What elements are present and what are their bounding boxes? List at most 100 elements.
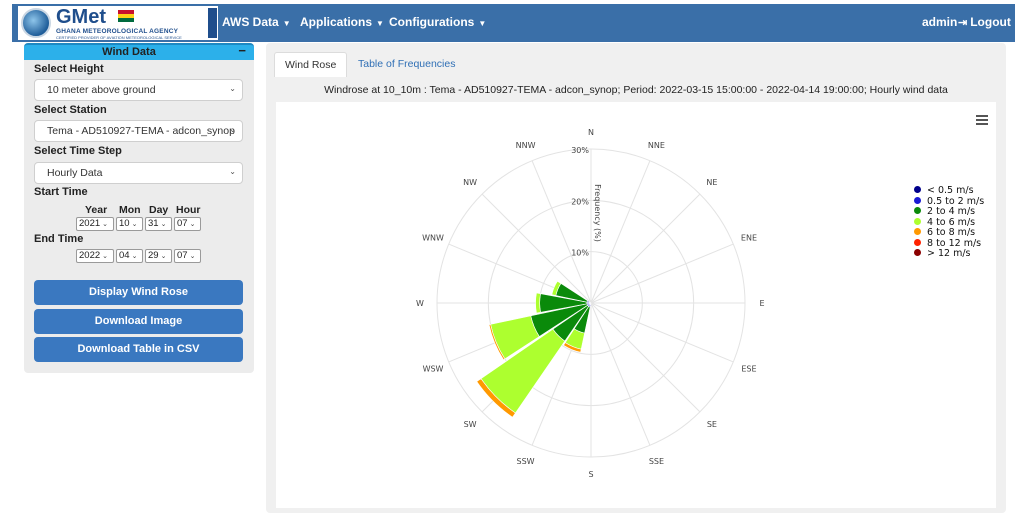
direction-label: SSW xyxy=(517,457,535,466)
grid-spoke xyxy=(531,160,592,304)
rose-bar-segment xyxy=(488,323,506,361)
rose-bar-segment xyxy=(476,378,516,418)
logo-agency: GHANA METEOROLOGICAL AGENCY xyxy=(56,28,179,35)
end-month-select[interactable]: 04 ⌄ xyxy=(116,249,143,263)
legend-label: > 12 m/s xyxy=(927,248,971,259)
hamburger-menu-icon[interactable] xyxy=(976,115,988,125)
start-day-select[interactable]: 31 ⌄ xyxy=(145,217,172,231)
station-select[interactable]: Tema - AD510927-TEMA - adcon_synop ⌄ xyxy=(34,120,243,142)
direction-label: WSW xyxy=(423,364,444,373)
month-header: Mon xyxy=(119,204,141,216)
direction-label: NE xyxy=(706,178,717,187)
radial-tick-label: 30% xyxy=(571,146,589,155)
grid-spoke xyxy=(590,302,701,413)
globe-icon xyxy=(21,8,51,38)
legend-dot-icon xyxy=(914,238,921,246)
direction-label: SE xyxy=(707,420,717,429)
day-header: Day xyxy=(149,204,169,216)
legend-item[interactable]: 8 to 12 m/s xyxy=(914,238,981,249)
collapse-button[interactable]: − xyxy=(238,43,246,58)
legend-dot-icon xyxy=(914,196,921,204)
legend-dot-icon xyxy=(914,207,921,214)
direction-label: NNE xyxy=(648,141,665,150)
timestep-select[interactable]: Hourly Data ⌄ xyxy=(34,162,243,184)
legend-label: 4 to 6 m/s xyxy=(927,216,976,228)
start-time-label: Start Time xyxy=(34,186,88,198)
legend-item[interactable]: > 12 m/s xyxy=(914,248,971,259)
legend-item[interactable]: < 0.5 m/s xyxy=(914,185,974,196)
direction-label: SW xyxy=(464,420,477,429)
direction-label: WNW xyxy=(422,234,444,243)
radial-axis-label: Frequency (%) xyxy=(593,184,602,242)
ghana-flag-icon xyxy=(118,10,134,22)
grid-spoke xyxy=(590,160,651,304)
start-hour-select[interactable]: 07 ⌄ xyxy=(174,217,201,231)
legend-label: 6 to 8 m/s xyxy=(927,227,976,238)
panel-header: Wind Data − xyxy=(24,43,254,60)
direction-label: E xyxy=(759,299,764,308)
legend-label: < 0.5 m/s xyxy=(927,185,974,196)
chevron-down-icon: ⌄ xyxy=(229,125,236,134)
logo-strip xyxy=(208,8,217,38)
chevron-down-icon: ⌄ xyxy=(229,84,236,93)
station-label: Select Station xyxy=(34,104,107,116)
chart-caption: Windrose at 10_10m : Tema - AD510927-TEM… xyxy=(324,84,948,96)
grid-spoke xyxy=(481,193,592,304)
height-label: Select Height xyxy=(34,63,104,75)
legend-item[interactable]: 4 to 6 m/s xyxy=(914,217,975,228)
nav-applications[interactable]: Applications ▼ xyxy=(300,15,384,29)
legend-item[interactable]: 2 to 4 m/s xyxy=(914,206,975,217)
end-hour-select[interactable]: 07 ⌄ xyxy=(174,249,201,263)
height-select[interactable]: 10 meter above ground ⌄ xyxy=(34,79,243,101)
radial-tick-label: 20% xyxy=(571,197,589,206)
chart-area xyxy=(276,102,996,508)
nav-configurations[interactable]: Configurations ▼ xyxy=(389,15,487,29)
display-wind-rose-button[interactable]: Display Wind Rose xyxy=(34,280,243,305)
tab-table-of-frequencies[interactable]: Table of Frequencies xyxy=(358,58,456,70)
user-name: admin xyxy=(922,15,958,29)
direction-label: W xyxy=(416,299,424,308)
logo-tagline: CERTIFIED PROVIDER OF AVIATION METEOROLO… xyxy=(56,35,182,40)
download-image-button[interactable]: Download Image xyxy=(34,309,243,334)
direction-label: SSE xyxy=(649,457,664,466)
start-month-select[interactable]: 10 ⌄ xyxy=(116,217,143,231)
grid-spoke xyxy=(590,302,651,446)
logout-icon: ⇥ xyxy=(958,17,968,29)
legend-label: 8 to 12 m/s xyxy=(927,237,982,249)
hour-header: Hour xyxy=(176,204,201,216)
chevron-down-icon: ⌄ xyxy=(229,167,236,176)
legend-item[interactable]: 0.5 to 2 m/s xyxy=(914,196,984,207)
end-day-select[interactable]: 29 ⌄ xyxy=(145,249,172,263)
legend-dot-icon xyxy=(914,249,921,256)
rose-bar-segment xyxy=(551,280,562,296)
legend-dot-icon xyxy=(914,186,921,193)
direction-label: NW xyxy=(463,178,477,187)
direction-label: ESE xyxy=(741,364,756,373)
direction-label: ENE xyxy=(741,234,757,243)
tab-wind-rose[interactable]: Wind Rose xyxy=(274,52,348,77)
download-csv-button[interactable]: Download Table in CSV xyxy=(34,337,243,362)
top-navbar: GMet GHANA METEOROLOGICAL AGENCY CERTIFI… xyxy=(12,4,1015,42)
end-year-select[interactable]: 2022 ⌄ xyxy=(76,249,114,263)
logout-link[interactable]: ⇥ Logout xyxy=(958,15,1011,29)
legend-item[interactable]: 6 to 8 m/s xyxy=(914,227,975,238)
year-header: Year xyxy=(85,204,108,216)
nav-aws-data[interactable]: AWS Data ▼ xyxy=(222,15,291,29)
direction-label: NNW xyxy=(516,141,536,150)
legend-dot-icon xyxy=(914,217,921,225)
caret-down-icon: ▼ xyxy=(282,19,291,28)
caret-down-icon: ▼ xyxy=(376,19,384,28)
legend-label: 2 to 4 m/s xyxy=(927,206,976,217)
end-time-label: End Time xyxy=(34,233,84,245)
timestep-label: Select Time Step xyxy=(34,145,122,157)
logo-title: GMet xyxy=(56,6,106,28)
direction-label: N xyxy=(588,128,594,137)
grid-spoke xyxy=(590,243,734,304)
rose-bar-segment xyxy=(563,342,582,353)
grid-spoke xyxy=(590,302,734,363)
gmet-logo[interactable]: GMet GHANA METEOROLOGICAL AGENCY CERTIFI… xyxy=(18,6,218,40)
caret-down-icon: ▼ xyxy=(478,19,487,28)
rose-bar-segment xyxy=(535,292,541,314)
start-year-select[interactable]: 2021 ⌄ xyxy=(76,217,114,231)
